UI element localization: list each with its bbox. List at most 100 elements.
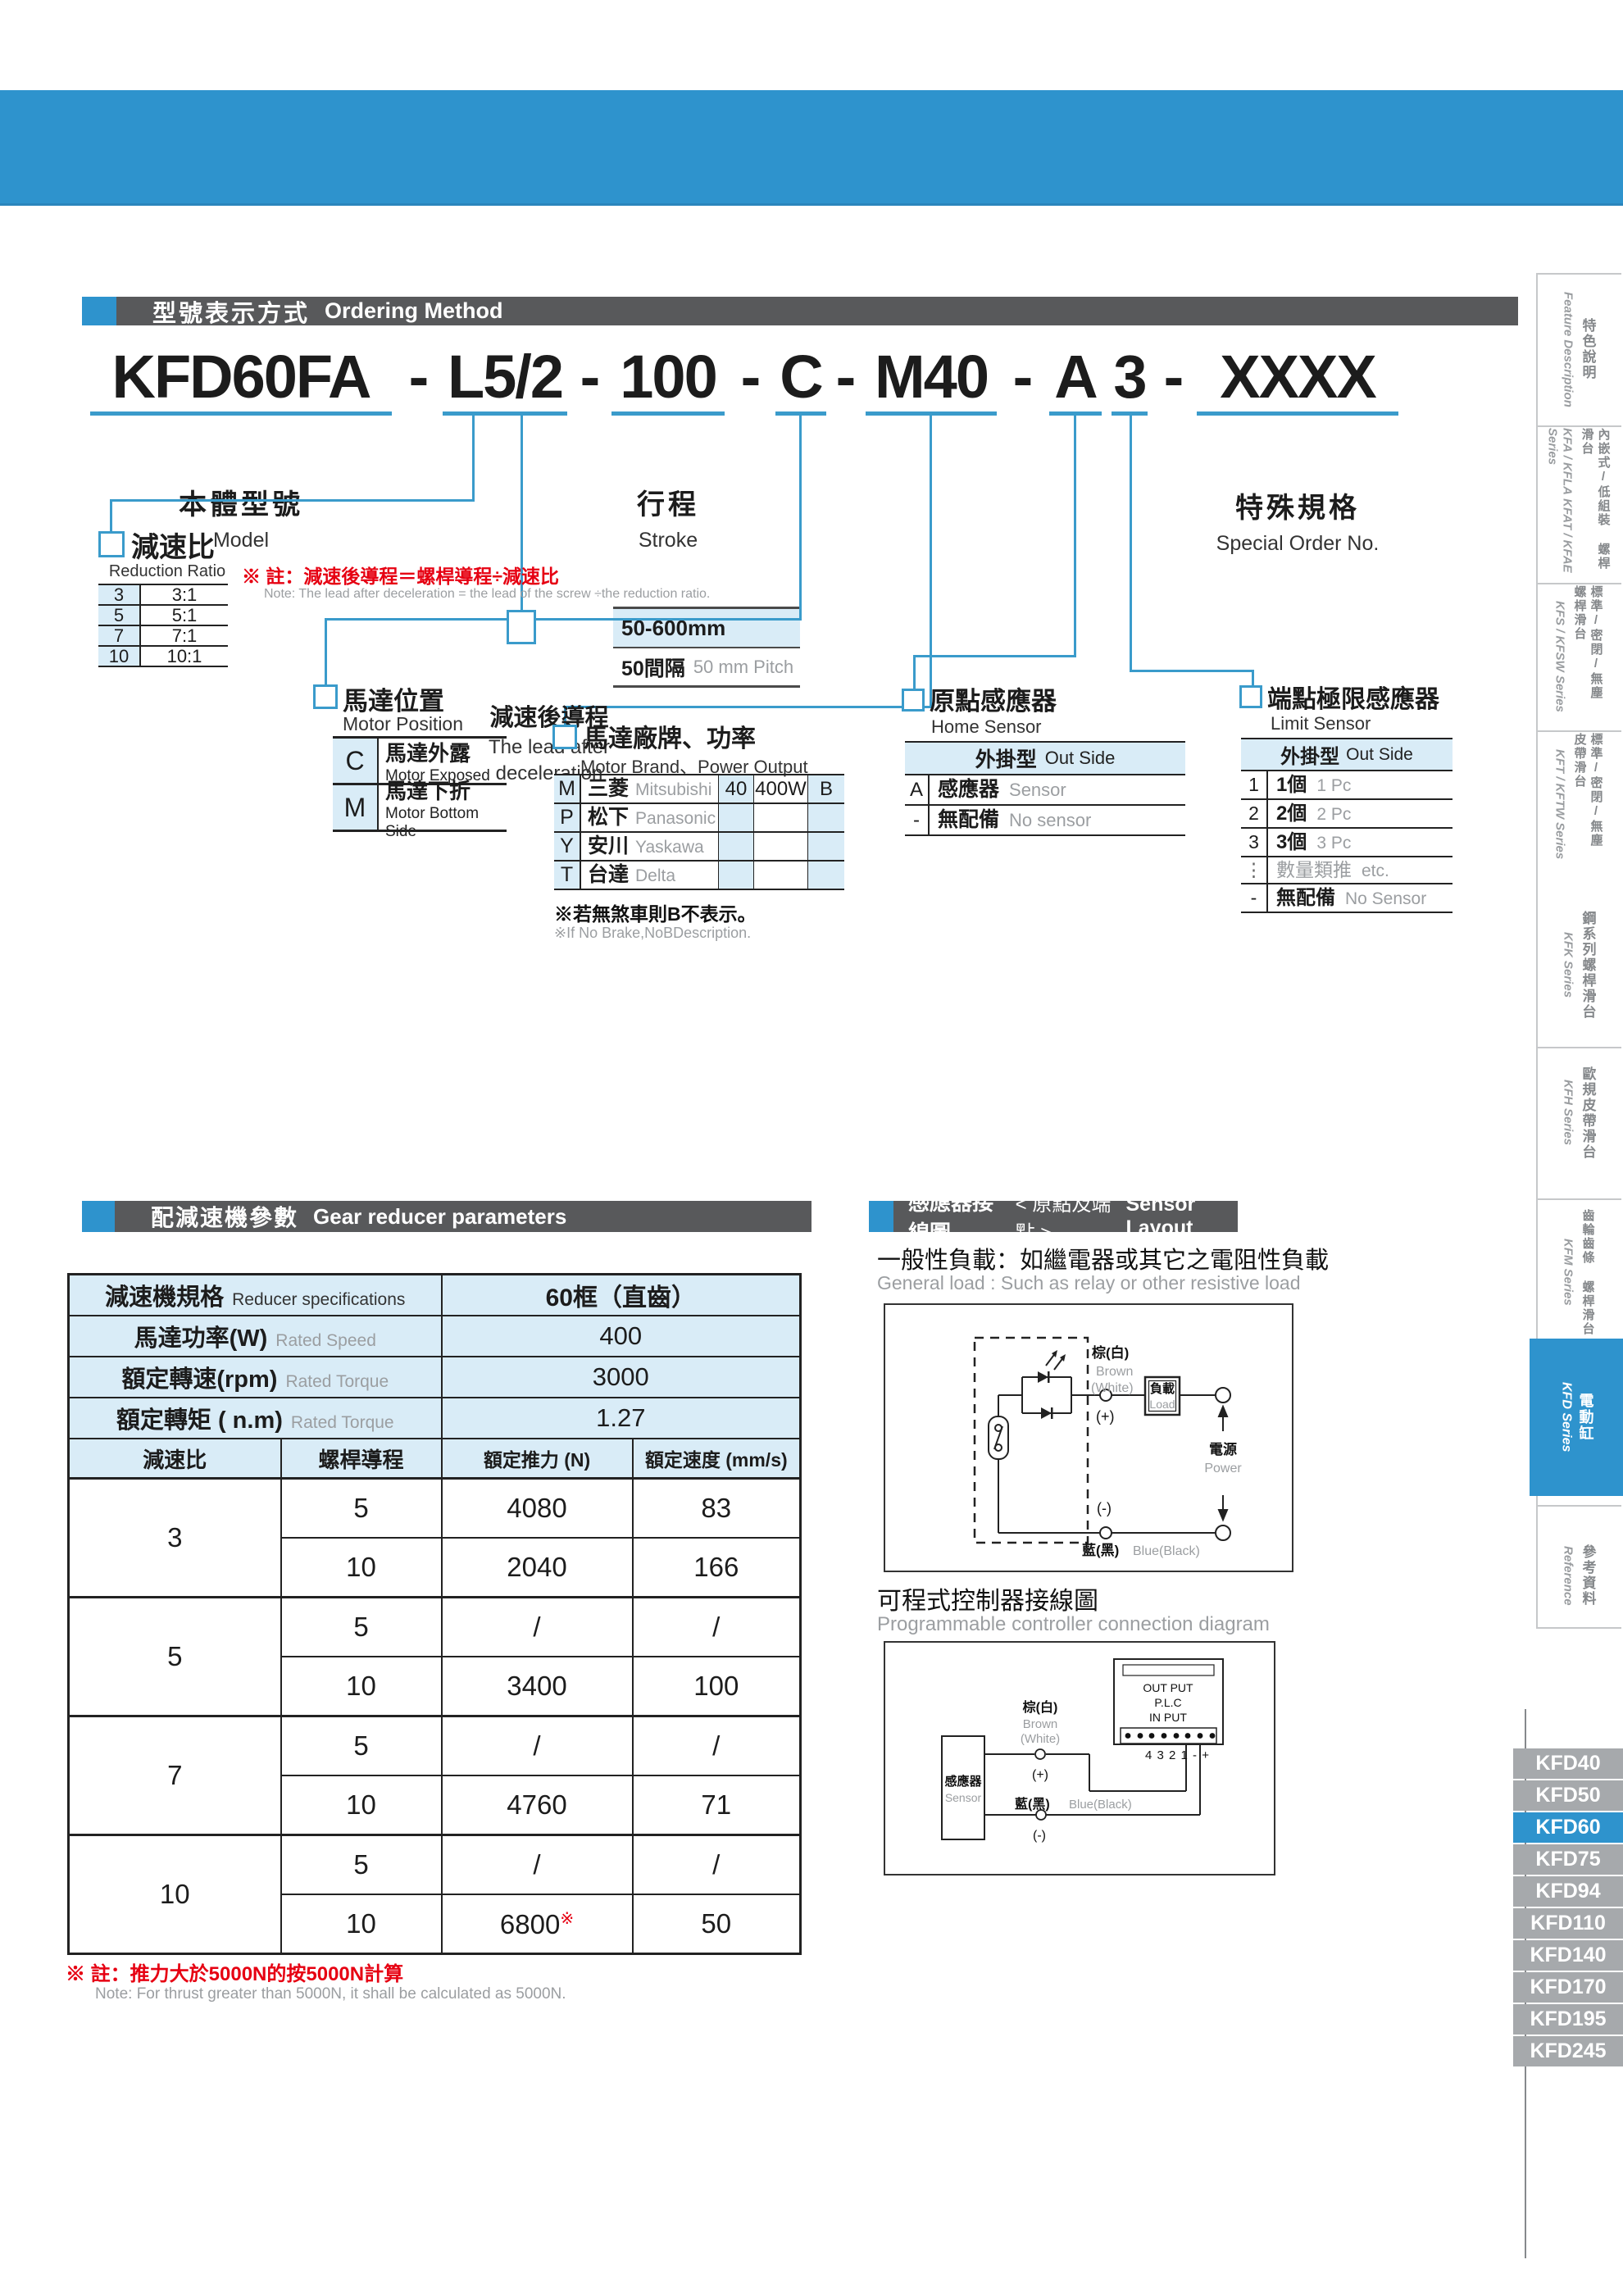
connector-line xyxy=(110,499,112,533)
table-row: 10 2040 166 xyxy=(69,1537,802,1598)
table-row: 10 3400 100 xyxy=(69,1656,802,1717)
cell: 71 xyxy=(631,1775,802,1836)
sensor-box-icon xyxy=(941,1735,985,1840)
cell: / xyxy=(631,1596,802,1657)
wire-label-minus: (-) xyxy=(1097,1500,1112,1516)
power-label-zh: 電源 xyxy=(1209,1441,1237,1457)
sidebar-item-kfd-active[interactable]: KFD Series 電動缸 xyxy=(1530,1339,1623,1496)
table-header-row: 減速比 螺桿導程 額定推力 (N) 額定速度 (mm/s) xyxy=(67,1438,802,1480)
sidebar-item-kfm[interactable]: KFM Series 齒輪齒條 螺桿滑台 xyxy=(1534,1207,1621,1337)
gear-header-zh: 配減速機參數 xyxy=(151,1205,299,1230)
cell: 馬達功率(W) Rated Speed xyxy=(67,1315,443,1357)
sidebar-en-line: Feature Description xyxy=(1561,291,1575,407)
sidebar-item-kfa[interactable]: KFA / KFLA KFAT / KFAE Series 內嵌式/低組裝 螺桿… xyxy=(1534,428,1621,580)
wire-label-blue-zh: 藍(黑) xyxy=(1082,1542,1119,1558)
home-sensor-table: 外掛型 Out Side A 感應器 Sensor - 無配備 No senso… xyxy=(905,741,1185,836)
model-label: 本體型號 Model xyxy=(90,482,392,552)
sidebar-item-kfs[interactable]: KFS / KFSW Series 標準/密閉/無塵 螺桿滑台 xyxy=(1534,585,1621,728)
led-diode-icons xyxy=(1038,1350,1066,1419)
sidebar-item-kfh[interactable]: KFH Series 歐規皮帶滑台 xyxy=(1534,1053,1621,1172)
cell: 400 xyxy=(440,1315,802,1357)
tab-kfd75[interactable]: KFD75 xyxy=(1513,1844,1623,1875)
sidebar-item-kft[interactable]: KFT / KFTW Series 標準/密閉/無塵 皮帶滑台 xyxy=(1534,733,1621,875)
cell: 10 xyxy=(280,1656,443,1717)
table-header: 外掛型 Out Side xyxy=(1241,739,1453,771)
header-accent-square xyxy=(82,1201,115,1232)
table-row: 2 2個 2 Pc xyxy=(1241,800,1453,829)
header-bar: 型號表示方式 Ordering Method xyxy=(116,297,1518,327)
sensor-header-zh: 感應器接線圖 xyxy=(908,1190,994,1245)
cell: 5 xyxy=(98,605,141,625)
tab-kfd170[interactable]: KFD170 xyxy=(1513,1972,1623,2003)
cell-en: 3 Pc xyxy=(1316,834,1352,852)
connector-line xyxy=(564,706,566,726)
sensor-header-en: Sensor Layout xyxy=(1125,1193,1196,1239)
tab-kfd50[interactable]: KFD50 xyxy=(1513,1780,1623,1811)
sensor-label-en: Sensor xyxy=(945,1791,982,1804)
tab-kfd110[interactable]: KFD110 xyxy=(1513,1908,1623,1939)
tab-kfd245[interactable]: KFD245 xyxy=(1513,2036,1623,2066)
sensor-layout-header: 感應器接線圖 < 原點及端點 > Sensor Layout xyxy=(869,1190,1238,1245)
col-header: 額定推力 (N) xyxy=(440,1438,634,1480)
cell-zh: 馬達下折 xyxy=(385,778,471,803)
cell: 10:1 xyxy=(166,645,202,666)
sidebar-separator xyxy=(1536,1505,1621,1507)
cell: 3 xyxy=(1241,829,1268,856)
wire-label-brown-en2: (White) xyxy=(1021,1732,1060,1746)
col-header: 螺桿導程 xyxy=(280,1438,443,1480)
circuit-wires xyxy=(998,1376,1231,1541)
cell: 額定轉矩 ( n.m) Rated Torque xyxy=(67,1397,443,1439)
sidebar-en-line: Reference xyxy=(1561,1545,1575,1606)
lead-title-zh: 減速後導程 xyxy=(489,705,609,731)
sidebar-separator xyxy=(1536,1627,1621,1629)
wire-label-plus: (+) xyxy=(1032,1768,1048,1782)
sidebar-item-kfk[interactable]: KFK Series 鋼系列螺桿滑台 xyxy=(1534,902,1621,1029)
sidebar-item-feature[interactable]: Feature Description 特色說明 xyxy=(1534,275,1621,423)
terminal-dots-icon xyxy=(1125,1733,1216,1739)
sidebar-item-zh: 標準/密閉/無塵 皮帶滑台 xyxy=(1572,733,1603,848)
cell: 減速機規格 Reducer specifications xyxy=(67,1273,443,1316)
model-dash: - xyxy=(1012,343,1034,411)
sidebar-item-reference[interactable]: Reference 參考資料 xyxy=(1534,1530,1621,1621)
cell xyxy=(754,862,808,889)
tab-kfd40[interactable]: KFD40 xyxy=(1513,1748,1623,1779)
table-row: C 馬達外露 Motor Exposed xyxy=(333,739,507,785)
model-dash: - xyxy=(580,343,601,411)
wire-label-minus: (-) xyxy=(1033,1829,1046,1843)
table-row: 額定轉速(rpm) Rated Torque 3000 xyxy=(67,1356,802,1398)
spec-zh: 減速機規格 xyxy=(105,1284,225,1311)
header-zh: 外掛型 xyxy=(1280,746,1340,768)
sidebar-item-zh: 參考資料 xyxy=(1580,1544,1596,1607)
cell-en: No Sensor xyxy=(1345,889,1427,908)
limit-sensor-table: 外掛型 Out Side 1 1個 1 Pc 2 2個 2 Pc 3 3個 3 … xyxy=(1241,738,1453,913)
tab-kfd195[interactable]: KFD195 xyxy=(1513,2004,1623,2035)
table-row: M 三菱 Mitsubishi 40 400W B xyxy=(554,775,844,804)
cell: B xyxy=(808,775,844,802)
stroke-label: 行程 Stroke xyxy=(611,482,725,552)
table-row: 10 10:1 xyxy=(98,645,228,667)
power-arrows-icon xyxy=(1217,1404,1229,1522)
plc-label-out: OUT PUT xyxy=(1143,1681,1193,1694)
general-load-zh: 一般性負載：如繼電器或其它之電阻性負載 xyxy=(877,1248,1330,1274)
tab-kfd140[interactable]: KFD140 xyxy=(1513,1940,1623,1971)
sidebar-item-en: KFS / KFSW Series xyxy=(1553,601,1567,712)
power-label-en: Power xyxy=(1204,1462,1242,1475)
tab-kfd60-active[interactable]: KFD60 xyxy=(1513,1812,1623,1843)
kfd-size-tabs: KFD40 KFD50 KFD60 KFD75 KFD94 KFD110 KFD… xyxy=(1513,1748,1623,2068)
cell: C xyxy=(333,739,379,783)
cell-en: 2 Pc xyxy=(1316,805,1352,824)
cell: 三菱 Mitsubishi xyxy=(581,775,719,802)
tab-kfd94[interactable]: KFD94 xyxy=(1513,1876,1623,1907)
gear-header: 配減速機參數 Gear reducer parameters xyxy=(82,1201,812,1232)
cell: ⋮ xyxy=(1241,857,1268,883)
cell: Y xyxy=(554,833,581,860)
cell-zh: 無配備 xyxy=(1276,887,1335,909)
special-order-label: 特殊規格 Special Order No. xyxy=(1164,485,1431,556)
cell-zh: 馬達外露 xyxy=(385,740,471,766)
cell xyxy=(808,804,844,831)
connector-line xyxy=(472,416,475,502)
stroke-label-en: Stroke xyxy=(638,529,698,552)
spec-en: Rated Torque xyxy=(285,1372,389,1391)
cell-en: Sensor xyxy=(1009,780,1066,800)
